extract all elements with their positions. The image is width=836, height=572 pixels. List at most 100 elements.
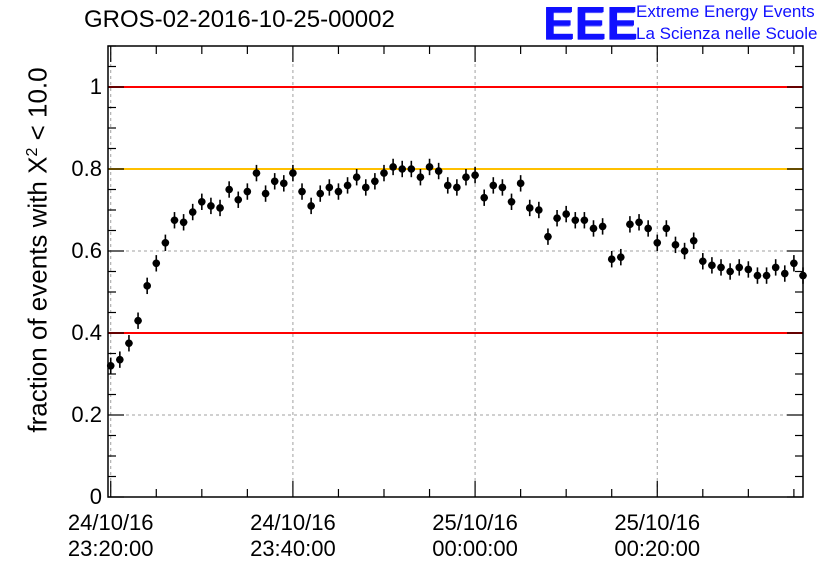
data-point — [453, 179, 461, 196]
y-tick-label: 0.4 — [71, 320, 102, 345]
data-point — [352, 169, 361, 186]
data-point — [617, 248, 625, 266]
data-point — [389, 158, 397, 176]
data-point — [553, 210, 561, 227]
y-axis-label-sup: 2 — [23, 147, 41, 157]
x-tick-time: 00:00:00 — [432, 536, 518, 561]
x-tick-label: 25/10/16 00:00:00 — [405, 510, 545, 562]
data-point — [571, 212, 580, 229]
x-tick-date: 24/10/16 — [250, 510, 336, 535]
data-point — [398, 160, 407, 178]
y-tick-label: 0 — [89, 484, 102, 509]
data-point — [188, 203, 197, 221]
data-point — [252, 164, 261, 182]
y-axis-label-tail: < 10.0 — [22, 67, 53, 148]
data-point — [462, 169, 470, 186]
data-point — [735, 259, 744, 276]
data-point — [307, 197, 315, 215]
x-tick-label: 24/10/16 23:40:00 — [223, 510, 363, 562]
grid-lines — [108, 46, 803, 497]
data-point — [635, 214, 643, 231]
plot-frame — [107, 45, 804, 498]
data-point — [289, 164, 297, 182]
data-point — [434, 162, 443, 180]
x-tick-time: 00:20:00 — [614, 536, 701, 561]
data-point — [261, 185, 270, 202]
data-point — [653, 234, 662, 251]
reference-lines — [108, 86, 803, 334]
x-tick-date: 24/10/16 — [67, 510, 154, 535]
data-point — [544, 228, 552, 245]
x-tick-label: 24/10/16 23:20:00 — [41, 510, 181, 562]
data-point — [170, 212, 179, 229]
data-point — [489, 177, 498, 194]
data-point — [753, 267, 762, 284]
data-point — [243, 183, 252, 200]
logo-line-1: Extreme Energy Events — [636, 2, 815, 21]
data-point — [680, 242, 689, 260]
data-point — [279, 175, 288, 192]
x-tick-label: 25/10/16 00:20:00 — [587, 510, 727, 562]
data-point — [780, 265, 789, 282]
data-point — [471, 166, 479, 184]
data-point — [443, 177, 452, 194]
data-point — [234, 191, 243, 208]
data-point — [562, 205, 570, 223]
data-point — [161, 234, 170, 251]
data-point — [143, 277, 151, 295]
data-point — [316, 185, 325, 202]
data-point — [507, 193, 516, 210]
logo-line-2: La Scienza nelle Scuole — [636, 24, 818, 43]
data-point — [644, 220, 652, 237]
data-point — [480, 189, 488, 206]
y-tick-label: 0.8 — [71, 156, 102, 181]
data-point — [152, 255, 161, 272]
y-tick-label: 0.2 — [71, 402, 102, 427]
data-point — [407, 160, 416, 178]
y-axis-label-text: fraction of events with X — [22, 156, 53, 433]
data-point — [580, 212, 589, 229]
data-point — [216, 199, 224, 217]
data-point — [334, 183, 343, 200]
x-tick-time: 23:20:00 — [67, 536, 154, 561]
data-point — [225, 181, 233, 198]
chart-title: GROS-02-2016-10-25-00002 — [84, 6, 395, 33]
data-point — [744, 261, 753, 278]
y-axis-label: fraction of events with X2 < 10.0 — [23, 67, 54, 432]
data-point — [762, 267, 771, 284]
data-point — [498, 179, 507, 196]
data-point — [298, 183, 306, 200]
data-point — [535, 201, 543, 219]
data-point — [662, 220, 671, 237]
axis-ticks — [108, 45, 803, 498]
data-point — [607, 251, 616, 268]
data-point — [116, 351, 124, 368]
data-point — [516, 175, 525, 192]
data-point — [425, 158, 434, 176]
data-point — [771, 259, 780, 276]
data-point — [371, 173, 379, 190]
data-point — [125, 335, 133, 352]
data-point — [270, 173, 279, 190]
data-point — [525, 199, 534, 217]
data-point — [343, 177, 352, 194]
data-point — [325, 179, 334, 196]
data-point — [598, 218, 607, 235]
x-tick-time: 23:40:00 — [250, 536, 336, 561]
data-point — [626, 216, 634, 233]
data-point — [207, 197, 215, 215]
eee-logo-icon: EEE — [543, 0, 639, 49]
x-tick-date: 25/10/16 — [614, 510, 701, 535]
data-point — [134, 312, 142, 329]
data-point — [106, 357, 115, 374]
data-point — [589, 220, 598, 237]
data-point — [699, 253, 707, 270]
data-point — [790, 255, 798, 272]
data-point — [361, 179, 370, 196]
data-point — [198, 193, 206, 210]
data-points — [106, 158, 807, 374]
data-point — [708, 257, 716, 274]
data-point — [179, 214, 188, 231]
x-tick-date: 25/10/16 — [432, 510, 518, 535]
